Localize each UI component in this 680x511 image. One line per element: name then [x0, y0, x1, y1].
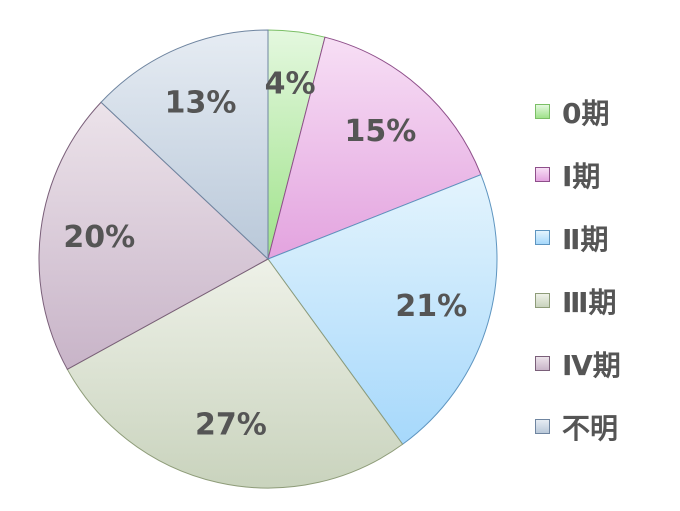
legend-label-3: Ⅲ期: [562, 285, 617, 319]
legend-label-5: 不明: [562, 411, 619, 445]
legend-label-2: Ⅱ期: [562, 222, 609, 256]
data-label-stage-3: 27%: [195, 407, 267, 442]
legend-swatch-1: [535, 167, 550, 182]
legend-item-3: Ⅲ期: [535, 269, 675, 332]
data-label-unknown: 13%: [165, 85, 237, 120]
data-label-stage-1: 15%: [345, 114, 417, 149]
legend-swatch-5: [535, 419, 550, 434]
legend-label-4: Ⅳ期: [562, 348, 621, 382]
pie-data-labels: 4% 15% 21% 27% 20% 13%: [63, 67, 467, 443]
legend-item-4: Ⅳ期: [535, 332, 675, 395]
data-label-stage-4: 20%: [63, 220, 135, 255]
pie-slice-stage-1: [267, 36, 482, 260]
legend-swatch-0: [535, 104, 550, 119]
legend: 0期 Ⅰ期 Ⅱ期 Ⅲ期 Ⅳ期 不明: [535, 80, 675, 458]
legend-swatch-2: [535, 230, 550, 245]
legend-label-1: Ⅰ期: [562, 159, 601, 193]
pie-slice-unknown: [100, 29, 269, 261]
pie-slice-stage-2: [267, 174, 498, 445]
legend-swatch-4: [535, 356, 550, 371]
pie-slices: [38, 29, 498, 489]
data-label-stage-0: 4%: [265, 67, 316, 102]
pie-slice-stage-4: [38, 101, 269, 371]
legend-item-2: Ⅱ期: [535, 206, 675, 269]
legend-item-1: Ⅰ期: [535, 143, 675, 206]
pie-slice-stage-3: [66, 258, 404, 489]
legend-item-5: 不明: [535, 395, 675, 458]
data-label-stage-2: 21%: [395, 289, 467, 324]
legend-item-0: 0期: [535, 80, 675, 143]
legend-swatch-3: [535, 293, 550, 308]
legend-label-0: 0期: [562, 96, 610, 130]
